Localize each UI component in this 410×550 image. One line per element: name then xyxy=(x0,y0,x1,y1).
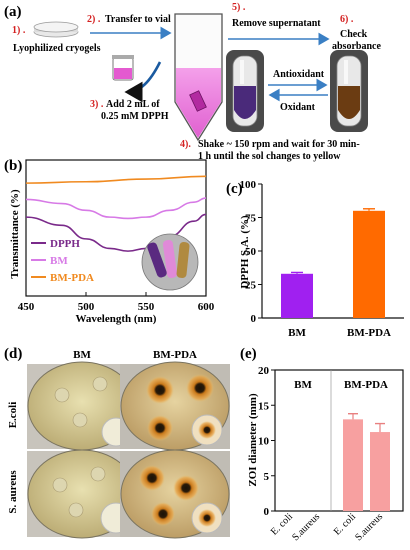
col-bmpda-label: BM-PDA xyxy=(153,349,197,361)
step3-number: 3) . xyxy=(90,99,104,110)
plot-b-ylabel: Transmittance (%) xyxy=(9,189,21,279)
step5-text: Remove supernatant xyxy=(232,18,321,29)
panel-d-label: (d) xyxy=(4,346,22,362)
plot-c-category-label: BM-PDA xyxy=(347,327,391,339)
plot-e-category-label: S.aureus xyxy=(353,511,385,543)
plot-e-ylabel: ZOI diameter (mm) xyxy=(247,393,259,487)
step6-number: 6) . xyxy=(340,14,354,25)
panel-a: (a) 1) . Lyophilized cryogels 2) . Trans… xyxy=(4,2,381,162)
plot-b-series xyxy=(25,175,207,252)
plot-b-line-bm-pda xyxy=(25,175,207,184)
plot-e-bar xyxy=(343,419,363,511)
legend-bm-label: BM xyxy=(50,255,68,267)
step4-number: 4). xyxy=(180,139,191,150)
plot-b-xtick-label: 450 xyxy=(18,301,35,313)
oxidant-label: Oxidant xyxy=(280,102,316,113)
plot-e-ytick-label: 10 xyxy=(258,436,270,448)
plot-b-xlabel: Wavelength (nm) xyxy=(76,313,157,325)
conical-vial-icon xyxy=(174,13,223,142)
step4-text-line1: Shake ~ 150 rpm and wait for 30 min- xyxy=(198,139,360,150)
plate-bm-ecoli xyxy=(27,361,137,451)
step6-text-line1: Check xyxy=(340,29,368,40)
plot-b-xtick-label: 550 xyxy=(138,301,155,313)
plot-c-bar-bm-pda xyxy=(353,210,385,318)
plot-c-ytick-label: 100 xyxy=(240,179,257,191)
panel-d: (d) BM BM-PDA E.coli S. aureus xyxy=(4,346,230,539)
plot-c-ytick-label: 50 xyxy=(245,246,257,258)
plot-c-category-label: BM xyxy=(288,327,306,339)
panel-a-label: (a) xyxy=(4,4,22,20)
plot-b-xticks: 450 500 550 600 xyxy=(18,292,215,313)
panel-b-label: (b) xyxy=(4,158,22,174)
plot-c-ytick-label: 75 xyxy=(245,213,257,225)
plot-e-group-bmpda: BM-PDA xyxy=(344,379,388,391)
step1-text: Lyophilized cryogels xyxy=(13,43,101,54)
step5-number: 5) . xyxy=(232,2,246,13)
plot-e-ytick-label: 0 xyxy=(264,506,270,518)
brown-tube-photo xyxy=(330,50,368,132)
plot-e-ytick-label: 5 xyxy=(264,471,270,483)
step3-text-line2: 0.25 mM DPPH xyxy=(101,111,169,122)
plot-b-line-dpph xyxy=(25,213,207,252)
step3-text-line1: Add 2 mL of xyxy=(106,99,160,110)
col-bm-label: BM xyxy=(73,349,91,361)
panel-b: (b) Transmittance (%) Wavelength (nm) 45… xyxy=(4,158,215,325)
plot-c-bar-bm xyxy=(281,273,313,318)
panel-e-label: (e) xyxy=(240,346,257,362)
panel-c-label: (c) xyxy=(226,181,243,197)
plot-b-xtick-label: 500 xyxy=(78,301,95,313)
step2-number: 2) . xyxy=(87,14,101,25)
step6-text-line2: absorbance xyxy=(332,41,381,52)
step1-number: 1) . xyxy=(12,25,26,36)
plot-c-ytick-label: 25 xyxy=(245,280,257,292)
panel-e: (e) BM BM-PDA ZOI diameter (mm) 0 5 10 15 20… xyxy=(240,346,404,543)
legend-bmpda-label: BM-PDA xyxy=(50,272,94,284)
plot-e-ytick-label: 20 xyxy=(258,365,270,377)
antioxidant-label: Antioxidant xyxy=(273,69,325,80)
cryogel-disc-icon xyxy=(33,21,79,38)
plot-c-ytick-label: 0 xyxy=(251,313,257,325)
vials-inset-photo xyxy=(141,233,199,291)
plot-b-xtick-label: 600 xyxy=(198,301,215,313)
plot-c-ylabel: DPPH S.A. (%) xyxy=(239,215,251,289)
plot-c-bars: BM BM-PDA xyxy=(281,208,391,339)
plate-bmpda-saureus xyxy=(120,449,230,539)
plate-bmpda-ecoli xyxy=(120,361,230,451)
plot-e-group-bm: BM xyxy=(294,379,312,391)
row-saureus-label: S. aureus xyxy=(7,470,19,514)
legend-dpph-label: DPPH xyxy=(50,238,80,250)
purple-tube-photo xyxy=(226,50,264,132)
plot-b-frame xyxy=(25,159,207,297)
plot-b-line-bm xyxy=(25,197,207,220)
plot-e-axes: 0 5 10 15 20 xyxy=(258,365,275,518)
plate-bm-saureus xyxy=(27,449,137,539)
panel-c: (c) DPPH S.A. (%) 0 25 50 75 100 BM BM-PDA xyxy=(226,179,404,339)
add-dpph-arrow xyxy=(124,61,162,103)
plot-e-ytick-label: 15 xyxy=(258,400,270,412)
plot-b-legend: DPPH BM BM-PDA xyxy=(31,238,94,284)
step2-text: Transfer to vial xyxy=(105,14,171,25)
plot-e-category-label: S.aureus xyxy=(290,511,322,543)
dpph-small-vial-icon xyxy=(112,55,134,81)
row-ecoli-label: E.coli xyxy=(7,402,19,429)
plot-e-bar xyxy=(370,432,390,511)
step4-text-line2: 1 h until the sol changes to yellow xyxy=(198,151,341,162)
